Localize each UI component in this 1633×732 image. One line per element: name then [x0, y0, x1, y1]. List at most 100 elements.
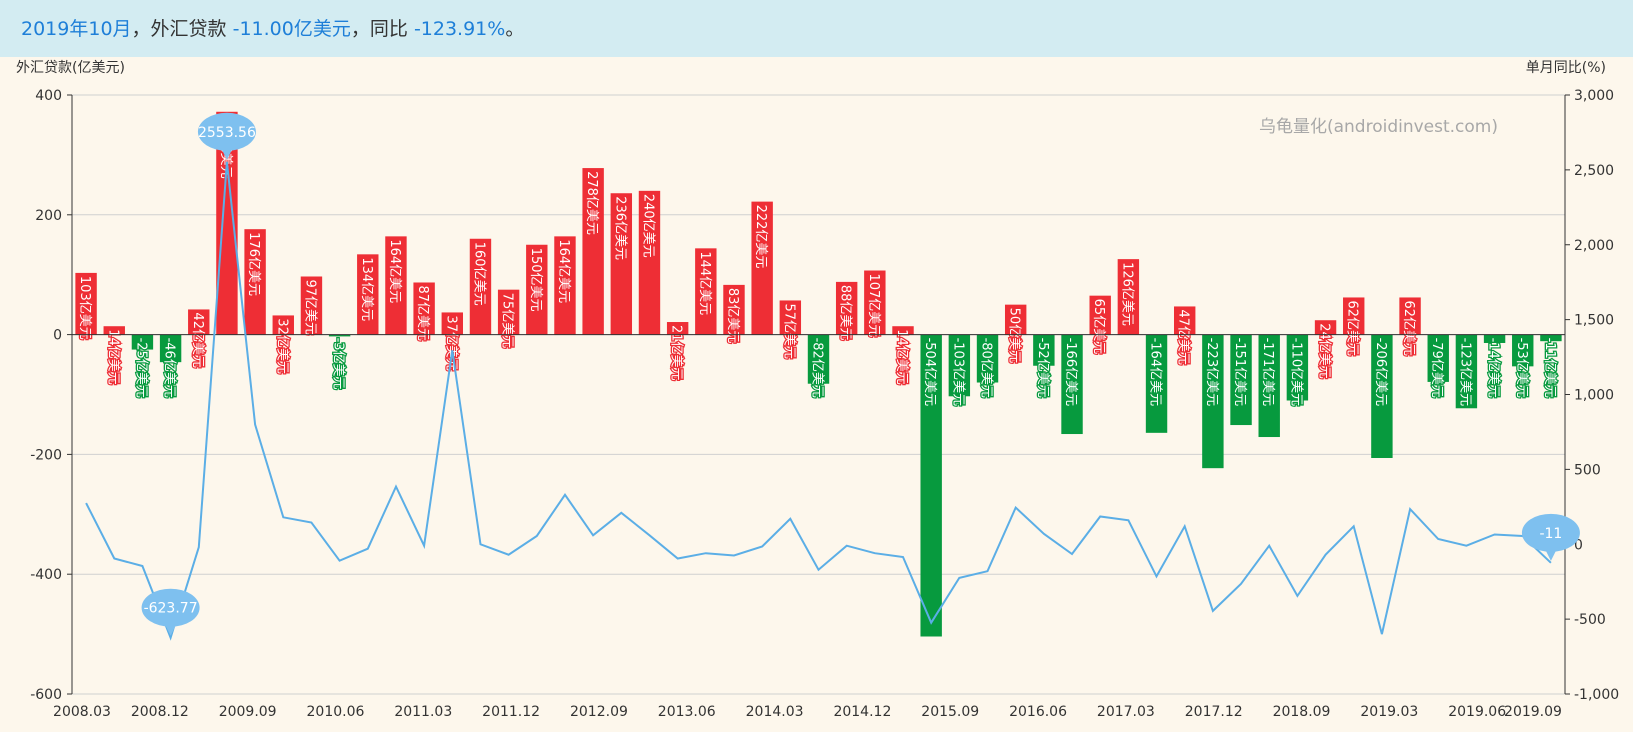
bar: [1399, 297, 1421, 335]
bar: [892, 326, 914, 335]
bar: [188, 309, 210, 335]
bar: [328, 334, 351, 337]
bar-label: 62亿美元: [1401, 300, 1416, 356]
x-tick-label: 2011.12: [482, 704, 540, 720]
bar-label: 144亿美元: [697, 251, 712, 315]
bar-label: 103亿美元: [77, 276, 92, 340]
bar: [976, 334, 999, 383]
bar-label: 164亿美元: [387, 239, 402, 303]
bar: [1455, 334, 1478, 409]
bar: [1483, 334, 1506, 343]
bar-label: -80亿美元: [979, 338, 994, 398]
bar-label: -110亿美元: [1288, 338, 1303, 407]
x-tick-label: 2008.12: [131, 704, 189, 720]
right-axis-title: 单月同比(%): [1526, 60, 1606, 76]
bar-label: -14亿美元: [1486, 338, 1501, 398]
bar: [1540, 334, 1562, 342]
bar-label: -223亿美元: [1204, 338, 1219, 407]
bar: [385, 236, 407, 335]
bar-label: 37亿美元: [443, 315, 458, 371]
bar: [554, 236, 576, 335]
left-tick-label: -400: [30, 567, 62, 583]
bar: [441, 312, 463, 335]
bar: [1314, 320, 1337, 335]
bar-label: 97亿美元: [302, 279, 317, 335]
bar: [526, 244, 548, 335]
x-tick-label: 2019.03: [1360, 704, 1418, 720]
bar: [638, 190, 661, 335]
bar-label: -3亿美元: [331, 338, 346, 390]
x-tick-label: 2018.09: [1273, 704, 1331, 720]
bar-label: 107亿美元: [866, 274, 881, 338]
watermark: 乌龟量化(androidinvest.com): [1259, 117, 1498, 137]
bar: [469, 238, 492, 335]
left-axis-title: 外汇贷款(亿美元): [16, 60, 125, 76]
bar: [582, 168, 604, 335]
bar-label: 126亿美元: [1119, 262, 1134, 326]
bar-label: -151亿美元: [1232, 338, 1247, 407]
bar: [159, 334, 182, 363]
bar-label: 57亿美元: [781, 303, 796, 359]
bar: [244, 229, 266, 335]
right-tick-label: 3,000: [1574, 88, 1614, 104]
bar-label: -166亿美元: [1063, 338, 1078, 407]
yoy-line-series: [85, 161, 1552, 641]
bar: [357, 254, 379, 335]
bar: [1145, 334, 1168, 433]
bar: [1004, 304, 1027, 335]
annotations: 2553.56 -623.77 -11: [141, 112, 1580, 636]
x-tick-label: 2013.06: [658, 704, 716, 720]
bar: [272, 315, 294, 335]
bar-label: 176亿美元: [246, 232, 261, 296]
bar: [948, 334, 971, 397]
annotation-bubble: [1521, 513, 1580, 552]
bar: [920, 334, 942, 637]
annotation-bubble: [197, 112, 256, 151]
bar-label: 32亿美元: [274, 318, 289, 374]
right-tick-label: 2,500: [1574, 163, 1614, 179]
bar-label: 50亿美元: [1007, 308, 1022, 364]
bar-label: 14亿美元: [105, 329, 120, 385]
summary-sep2: ，: [350, 18, 370, 40]
bar: [131, 334, 154, 350]
summary-metric: 外汇贷款: [150, 18, 227, 40]
right-tick-label: 1,500: [1574, 313, 1614, 329]
right-tick-label: 0: [1574, 537, 1583, 553]
bar: [497, 289, 520, 335]
bar-label: 150亿美元: [528, 248, 543, 312]
bar-label: 236亿美元: [612, 196, 627, 260]
x-tick-label: 2019.09: [1504, 704, 1562, 720]
bar-label: -504亿美元: [922, 338, 937, 407]
bar-label: -79亿美元: [1429, 338, 1444, 398]
bar: [1061, 334, 1083, 435]
bar-label: -46亿美元: [162, 338, 177, 398]
summary-end: 。: [505, 18, 525, 40]
bar: [1230, 334, 1252, 426]
x-tick-label: 2008.03: [53, 704, 111, 720]
x-tick-label: 2017.03: [1097, 704, 1155, 720]
left-tick-label: -200: [30, 447, 62, 463]
bar-label: -25亿美元: [133, 338, 148, 398]
x-tick-label: 2012.09: [570, 704, 628, 720]
left-tick-label: 200: [35, 208, 62, 224]
bar: [1174, 306, 1196, 335]
bar-label: 47亿美元: [1176, 309, 1191, 365]
right-tick-label: 2,000: [1574, 238, 1614, 254]
bar: [103, 326, 125, 335]
bar-label: 62亿美元: [1345, 300, 1360, 356]
x-tick-label: 2016.06: [1009, 704, 1067, 720]
bar-label: -123亿美元: [1457, 338, 1472, 407]
bar: [1089, 295, 1111, 335]
summary-text: 2019年10月，外汇贷款 -11.00亿美元，同比 -123.91%。: [21, 17, 524, 41]
bar-label: -171亿美元: [1260, 338, 1275, 407]
bar: [807, 334, 830, 384]
annotation-label: 2553.56: [198, 125, 256, 141]
bar-label: -52亿美元: [1035, 338, 1050, 398]
bar: [1033, 334, 1055, 366]
summary-yoy-label: 同比: [369, 18, 408, 40]
bar: [695, 248, 717, 335]
bar: [1343, 297, 1365, 335]
bar-label: 87亿美元: [415, 285, 430, 341]
bar: [1427, 334, 1449, 382]
